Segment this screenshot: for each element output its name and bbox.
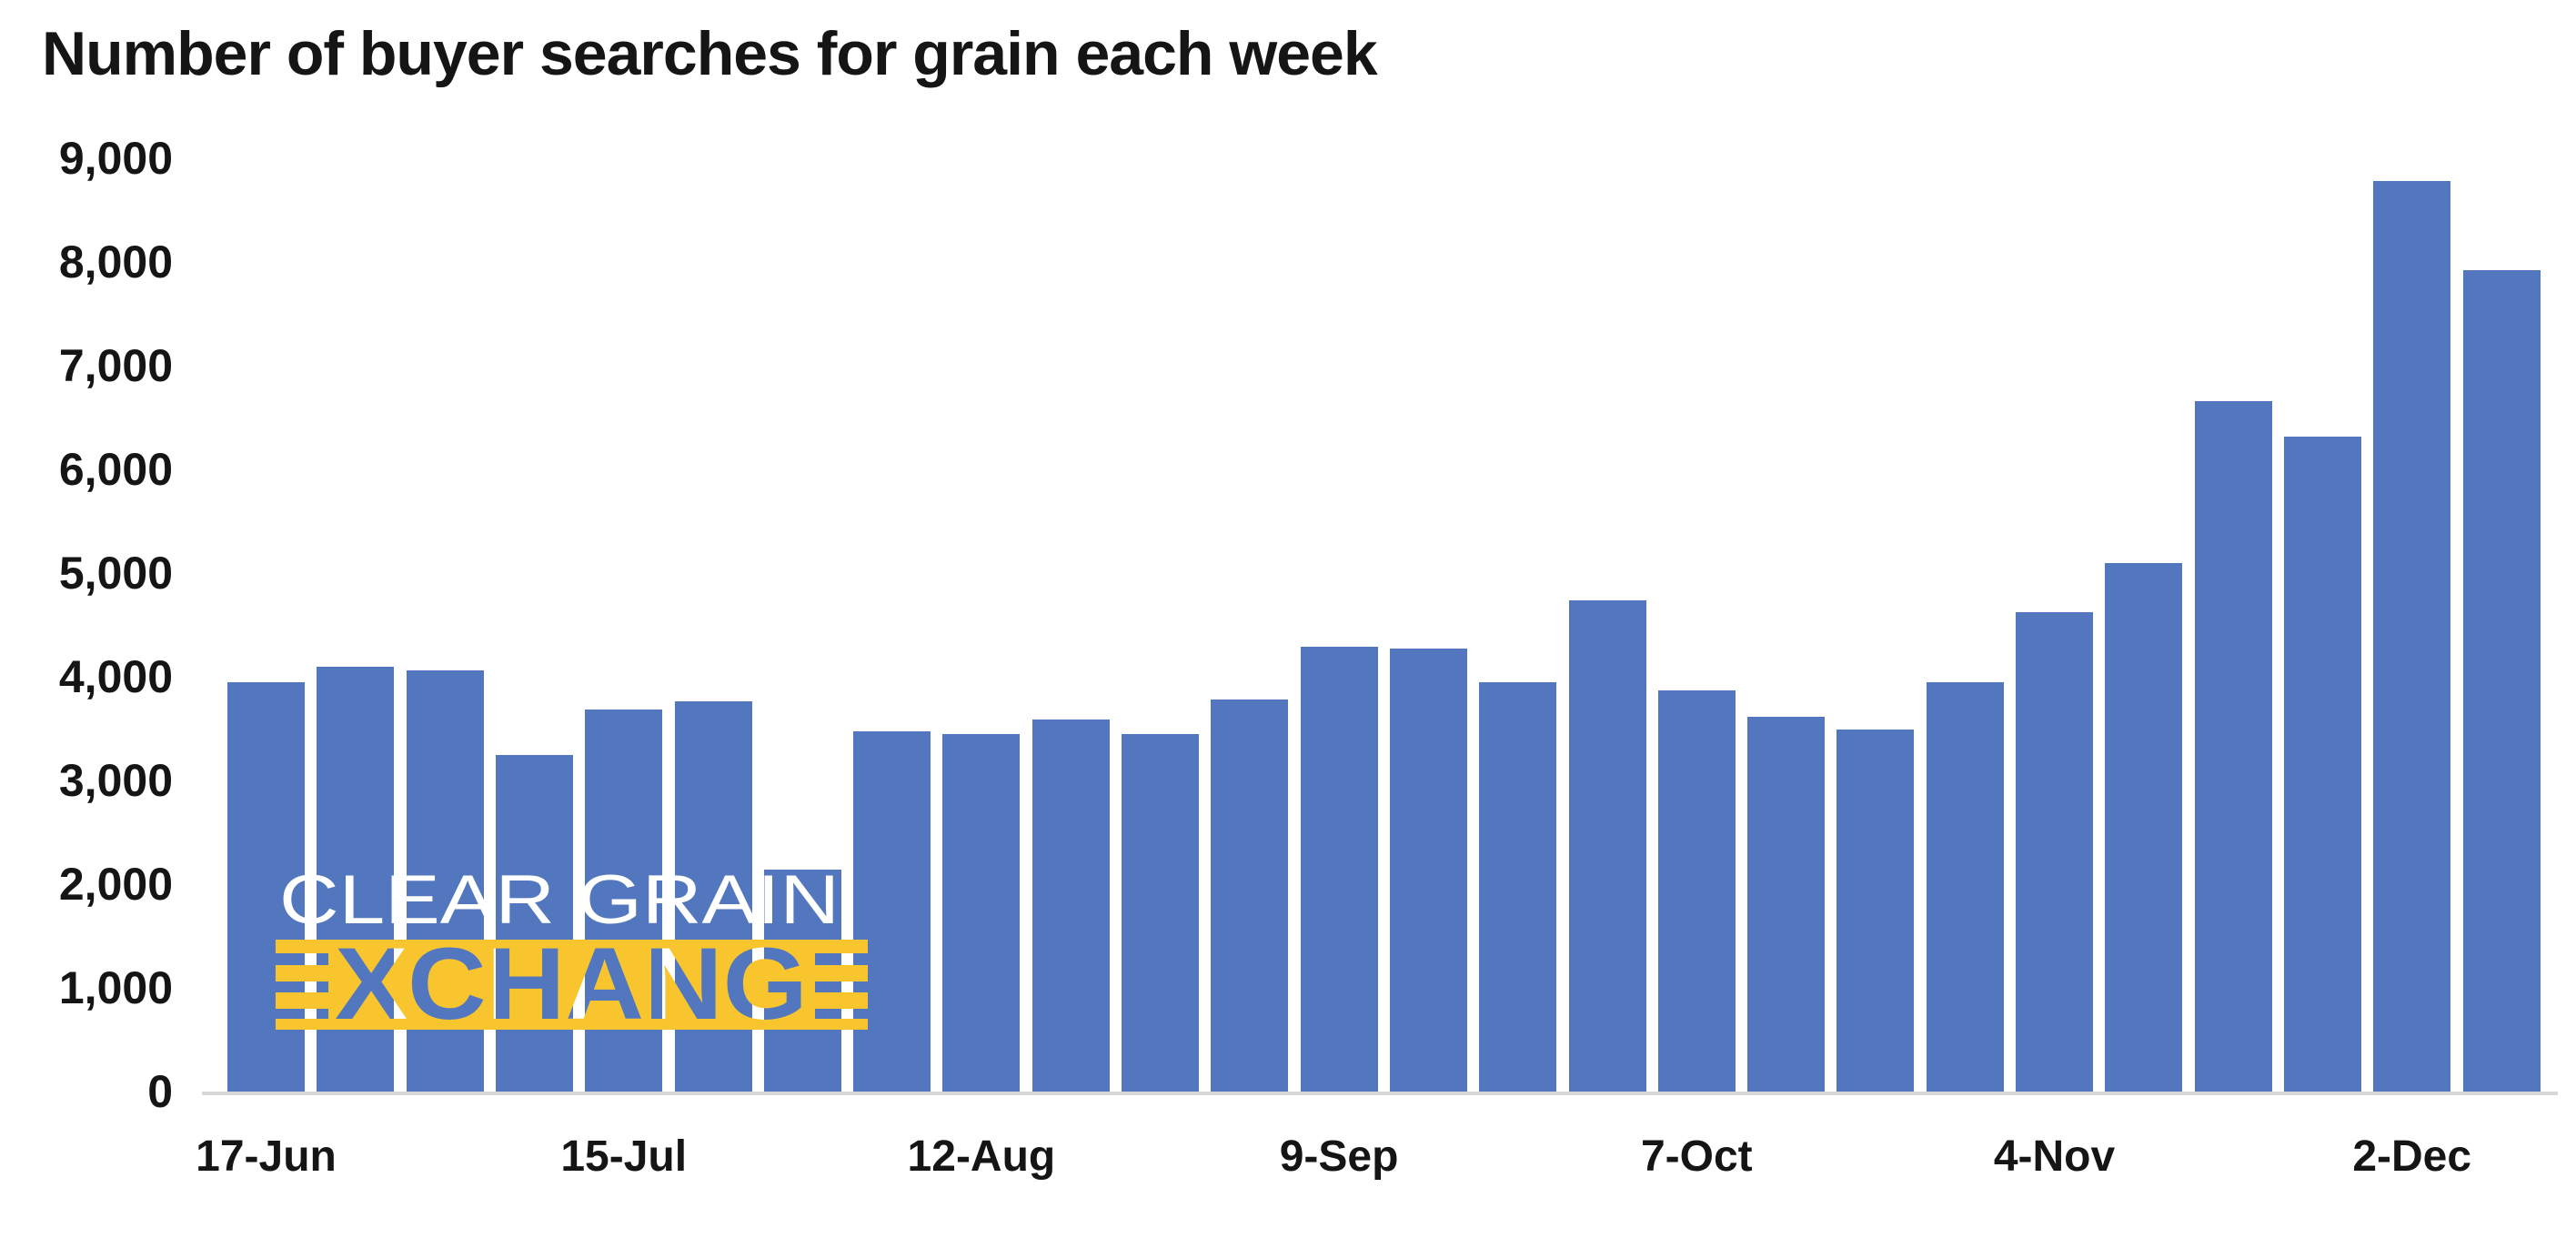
y-axis-label-2000: 2,000 [58, 859, 173, 910]
bar-21-Oct [1836, 730, 1915, 1092]
bar-7-Oct [1657, 689, 1736, 1092]
bar-29-Jul [763, 870, 841, 1092]
bar-2-Sep [1211, 700, 1289, 1092]
bar-16-Sep [1389, 649, 1467, 1092]
bar-4-Nov [2016, 612, 2093, 1092]
bar-26-Aug [1122, 733, 1199, 1092]
bar-19-Aug [1031, 719, 1110, 1092]
y-axis-label-3000: 3,000 [58, 755, 173, 806]
bar-28-Oct [1926, 681, 2004, 1092]
bar-24-Jun [317, 666, 395, 1092]
bar-11-Nov [2105, 562, 2183, 1092]
y-axis-label-6000: 6,000 [58, 444, 173, 495]
bar-2-Dec [2373, 181, 2451, 1092]
y-axis-label-7000: 7,000 [58, 340, 173, 391]
x-axis-label-4-Nov: 4-Nov [1993, 1132, 2116, 1181]
y-axis-label-9000: 9,000 [58, 133, 173, 184]
x-axis-label-17-Jun: 17-Jun [196, 1132, 337, 1181]
x-axis-label-2-Dec: 2-Dec [2352, 1132, 2472, 1181]
bar-18-Nov [2194, 400, 2272, 1092]
bar-9-Sep [1300, 646, 1378, 1092]
bar-22-Jul [674, 701, 752, 1092]
bar-12-Aug [942, 733, 1021, 1092]
x-axis-label-7-Oct: 7-Oct [1640, 1132, 1753, 1181]
bar-5-Aug [853, 731, 931, 1092]
x-axis-line [202, 1092, 2558, 1095]
y-axis-label-5000: 5,000 [58, 548, 173, 599]
x-axis-label-15-Jul: 15-Jul [560, 1132, 688, 1181]
y-axis-label-1000: 1,000 [58, 962, 173, 1013]
bar-25-Nov [2283, 436, 2361, 1092]
bar-8-Jul [495, 754, 573, 1092]
chart-title: Number of buyer searches for grain each … [42, 19, 1378, 88]
x-axis-label-12-Aug: 12-Aug [907, 1132, 1056, 1181]
bar-30-Sep [1568, 599, 1646, 1092]
bar-1-Jul [406, 670, 484, 1092]
bar-15-Jul [585, 710, 663, 1092]
x-axis-label-9-Sep: 9-Sep [1279, 1132, 1399, 1181]
bar-17-Jun [227, 681, 305, 1092]
bar-9-Dec [2462, 270, 2541, 1092]
bar-23-Sep [1479, 681, 1557, 1092]
y-axis-label-0: 0 [147, 1066, 173, 1117]
y-axis-label-8000: 8,000 [58, 237, 173, 287]
bar-14-Oct [1747, 717, 1826, 1092]
y-axis-label-4000: 4,000 [58, 651, 173, 702]
